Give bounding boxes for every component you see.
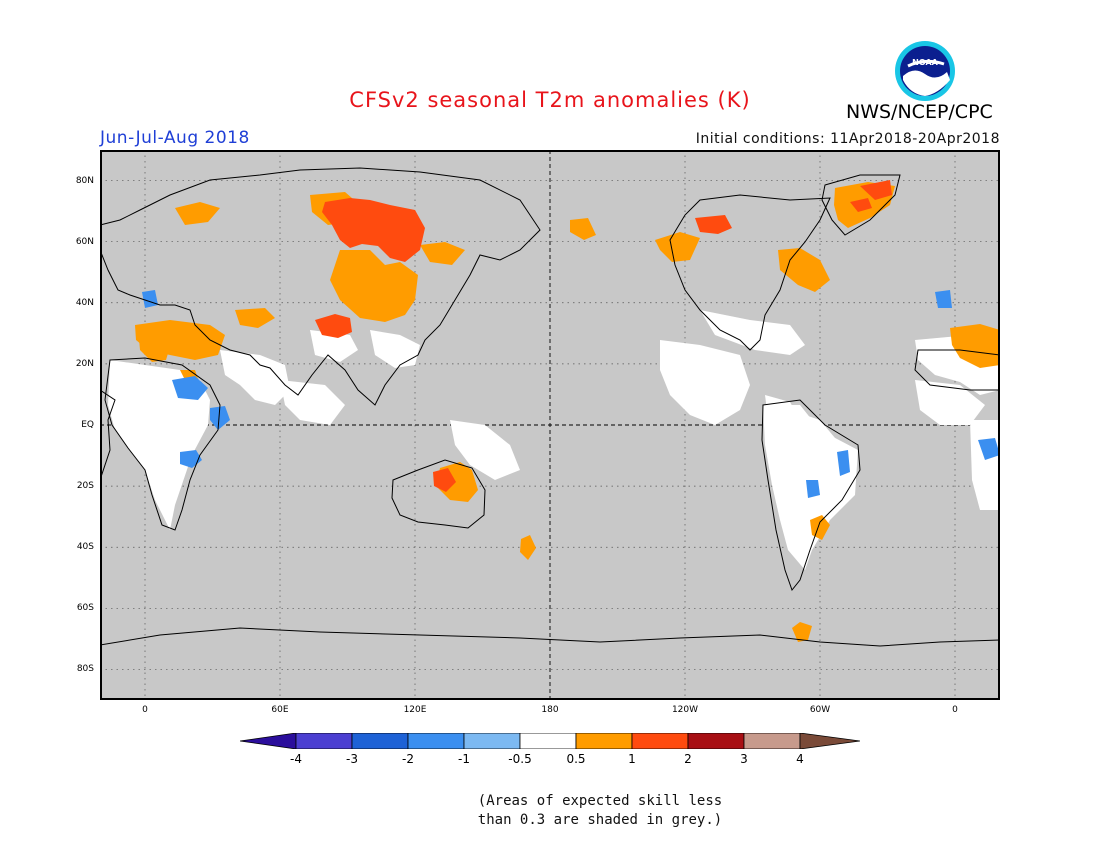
colorbar-swatch (351, 732, 409, 750)
colorbar-swatch (631, 732, 689, 750)
logo-text: NOAA (912, 58, 938, 67)
lat-tick-label: 40N (75, 297, 94, 308)
lat-tick-label: 20S (76, 481, 94, 492)
lon-tick-label: 0 (952, 705, 958, 715)
colorbar-swatch (743, 732, 801, 750)
lat-tick-label: 40S (76, 542, 94, 553)
lon-tick-label: 180 (541, 705, 559, 715)
colorbar-label: -0.5 (508, 752, 532, 766)
colorbar-lower-extend (239, 732, 297, 750)
colorbar-label: 2 (684, 752, 692, 766)
chart-title: CFSv2 seasonal T2m anomalies (K) (349, 88, 751, 112)
season-label: Jun-Jul-Aug 2018 (100, 128, 250, 148)
colorbar-label: -3 (346, 752, 358, 766)
colorbar-swatch (407, 732, 465, 750)
colorbar-label: 1 (628, 752, 636, 766)
lon-tick-label: 0 (142, 705, 148, 715)
lat-tick-label: 80N (75, 175, 94, 186)
noaa-logo: NOAA (894, 40, 956, 102)
lat-tick-label: 60N (75, 236, 94, 247)
lat-tick-label: 60S (76, 603, 94, 614)
colorbar-swatch (463, 732, 521, 750)
lon-tick-label: 120E (403, 705, 427, 715)
anomaly-map (100, 150, 1000, 700)
initial-conditions-label: Initial conditions: 11Apr2018-20Apr2018 (695, 131, 1000, 147)
lon-tick-label: 120W (671, 705, 699, 715)
colorbar-label: -1 (458, 752, 470, 766)
colorbar-graphic (239, 732, 861, 750)
footnote-line-1: (Areas of expected skill less (477, 793, 723, 809)
cool-anomaly-regions (142, 290, 1000, 498)
colorbar-swatch (575, 732, 633, 750)
colorbar-upper-extend (799, 732, 861, 750)
colorbar-label: 3 (740, 752, 748, 766)
lat-tick-label: EQ (81, 420, 94, 430)
lon-tick-label: 60E (271, 705, 289, 715)
strong-warm-anomaly-regions (315, 180, 892, 492)
colorbar-label: -2 (402, 752, 414, 766)
colorbar-label: 4 (796, 752, 804, 766)
agency-label: NWS/NCEP/CPC (846, 101, 993, 123)
lon-tick-label: 60W (809, 705, 831, 715)
warm-anomaly-regions (135, 182, 1000, 642)
skill-footnote: (Areas of expected skill less than 0.3 a… (0, 792, 1100, 830)
coastlines (100, 167, 1000, 647)
map-frame (100, 150, 1000, 700)
colorbar-label: -4 (290, 752, 302, 766)
colorbar-swatch (687, 732, 745, 750)
colorbar-label: 0.5 (566, 752, 586, 766)
colorbar-swatch (295, 732, 353, 750)
colorbar-swatch (519, 732, 577, 750)
footnote-line-2: than 0.3 are shaded in grey.) (477, 812, 723, 828)
colorbar (239, 732, 861, 750)
lat-tick-label: 20N (75, 358, 94, 369)
map-border (100, 150, 1000, 700)
lat-tick-label: 80S (76, 664, 94, 675)
